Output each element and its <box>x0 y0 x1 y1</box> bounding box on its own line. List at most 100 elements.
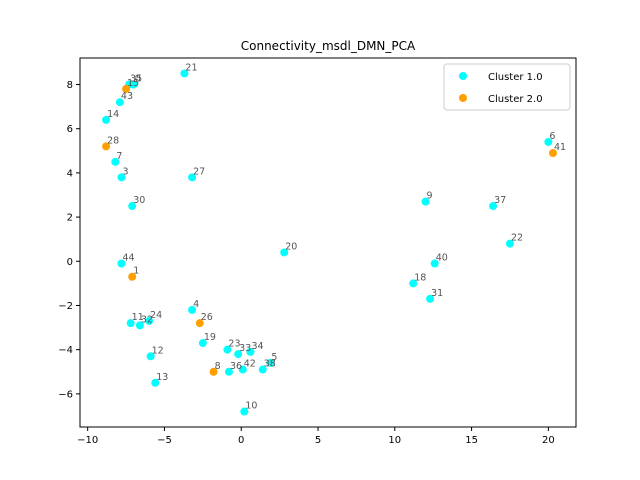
data-point-label: 21 <box>185 62 197 73</box>
data-point-label: 19 <box>204 332 216 343</box>
data-point <box>198 339 207 348</box>
data-point-label: 32 <box>141 314 153 325</box>
data-points <box>102 69 557 416</box>
data-point-label: 13 <box>156 372 168 383</box>
data-point <box>128 202 137 211</box>
data-point <box>430 259 439 268</box>
data-point <box>238 365 247 374</box>
data-point-label: 3 <box>122 166 128 177</box>
data-point-label: 23 <box>228 339 240 350</box>
y-tick-label: 4 <box>67 168 73 179</box>
data-point <box>117 173 126 182</box>
data-point-label: 34 <box>251 341 263 352</box>
data-point <box>135 321 144 330</box>
data-point <box>426 294 435 303</box>
data-point <box>102 115 111 124</box>
legend-label-cluster-2: Cluster 2.0 <box>488 94 543 105</box>
point-labels: 0345679101112131418192021222324273031323… <box>107 62 566 411</box>
data-point <box>280 248 289 257</box>
data-point-label: 5 <box>271 352 277 363</box>
data-point <box>224 367 233 376</box>
data-point-label: 36 <box>230 361 242 372</box>
data-point-label: 0 <box>135 74 141 85</box>
data-point-label: 41 <box>554 142 566 153</box>
x-tick-label: 20 <box>542 435 555 446</box>
x-tick-label: −10 <box>77 435 98 446</box>
data-point-label: 31 <box>431 288 443 299</box>
data-point-label: 7 <box>116 151 122 162</box>
data-point-label: 4 <box>193 299 199 310</box>
data-point <box>209 367 218 376</box>
data-point-label: 11 <box>132 312 144 323</box>
y-tick-label: −6 <box>58 389 73 400</box>
legend-label-cluster-1: Cluster 1.0 <box>488 72 543 83</box>
data-point <box>188 305 197 314</box>
data-point <box>266 358 275 367</box>
data-point <box>102 142 111 151</box>
y-tick-label: 2 <box>67 213 73 224</box>
data-point <box>111 157 120 166</box>
legend-box <box>443 63 571 111</box>
data-point-label: 44 <box>122 252 134 263</box>
data-point-label: 22 <box>511 233 523 244</box>
data-point <box>180 69 189 78</box>
data-point-label: 42 <box>244 359 256 370</box>
data-point-label: 24 <box>150 310 162 321</box>
y-tick-label: −4 <box>58 345 73 356</box>
chart-title: Connectivity_msdl_DMN_PCA <box>241 39 416 53</box>
data-point-label: 27 <box>193 166 205 177</box>
y-tick-label: 0 <box>67 257 73 268</box>
data-point-label: 10 <box>245 401 257 412</box>
data-point <box>223 345 232 354</box>
data-point <box>188 173 197 182</box>
data-point-label: 33 <box>239 343 251 354</box>
data-point <box>544 137 553 146</box>
data-point-label: 37 <box>494 195 506 206</box>
data-point <box>258 365 267 374</box>
x-tick-label: 10 <box>388 435 401 446</box>
data-point-label: 40 <box>436 252 448 263</box>
legend-marker-cluster-2 <box>459 94 467 102</box>
data-point <box>145 316 154 325</box>
data-point-label: 43 <box>121 91 133 102</box>
data-point-label: 9 <box>427 191 433 202</box>
data-point-label: 12 <box>152 345 164 356</box>
data-point-label: 26 <box>201 312 213 323</box>
x-tick-label: 0 <box>238 435 244 446</box>
data-point-label: 6 <box>549 131 555 142</box>
x-tick-label: 15 <box>465 435 478 446</box>
data-point <box>128 272 137 281</box>
data-point <box>122 84 131 93</box>
data-point-label: 30 <box>133 195 145 206</box>
data-point <box>195 319 204 328</box>
data-point <box>246 347 255 356</box>
data-point-label: 15 <box>127 78 139 89</box>
data-point <box>409 279 418 288</box>
data-point-label: 20 <box>285 241 297 252</box>
data-point-label: 38 <box>264 359 276 370</box>
data-point <box>548 149 557 158</box>
data-point <box>117 259 126 268</box>
data-point-label: 18 <box>414 272 426 283</box>
data-point-label: 35 <box>130 74 142 85</box>
y-tick-label: 8 <box>67 80 73 91</box>
data-point-label: 8 <box>215 361 221 372</box>
data-point <box>234 350 243 359</box>
x-tick-label: 5 <box>315 435 321 446</box>
y-tick-label: 6 <box>67 124 73 135</box>
data-point <box>505 239 514 248</box>
data-point <box>421 197 430 206</box>
y-tick-label: −2 <box>58 301 73 312</box>
legend-marker-cluster-1 <box>459 72 467 80</box>
data-point <box>489 202 498 211</box>
data-point <box>146 352 155 361</box>
x-tick-label: −5 <box>157 435 172 446</box>
data-point <box>240 407 249 416</box>
data-point-label: 28 <box>107 135 119 146</box>
data-point-label: 1 <box>133 266 139 277</box>
data-point <box>151 378 160 387</box>
data-point-label: 14 <box>107 109 119 120</box>
plot-frame <box>79 57 577 428</box>
